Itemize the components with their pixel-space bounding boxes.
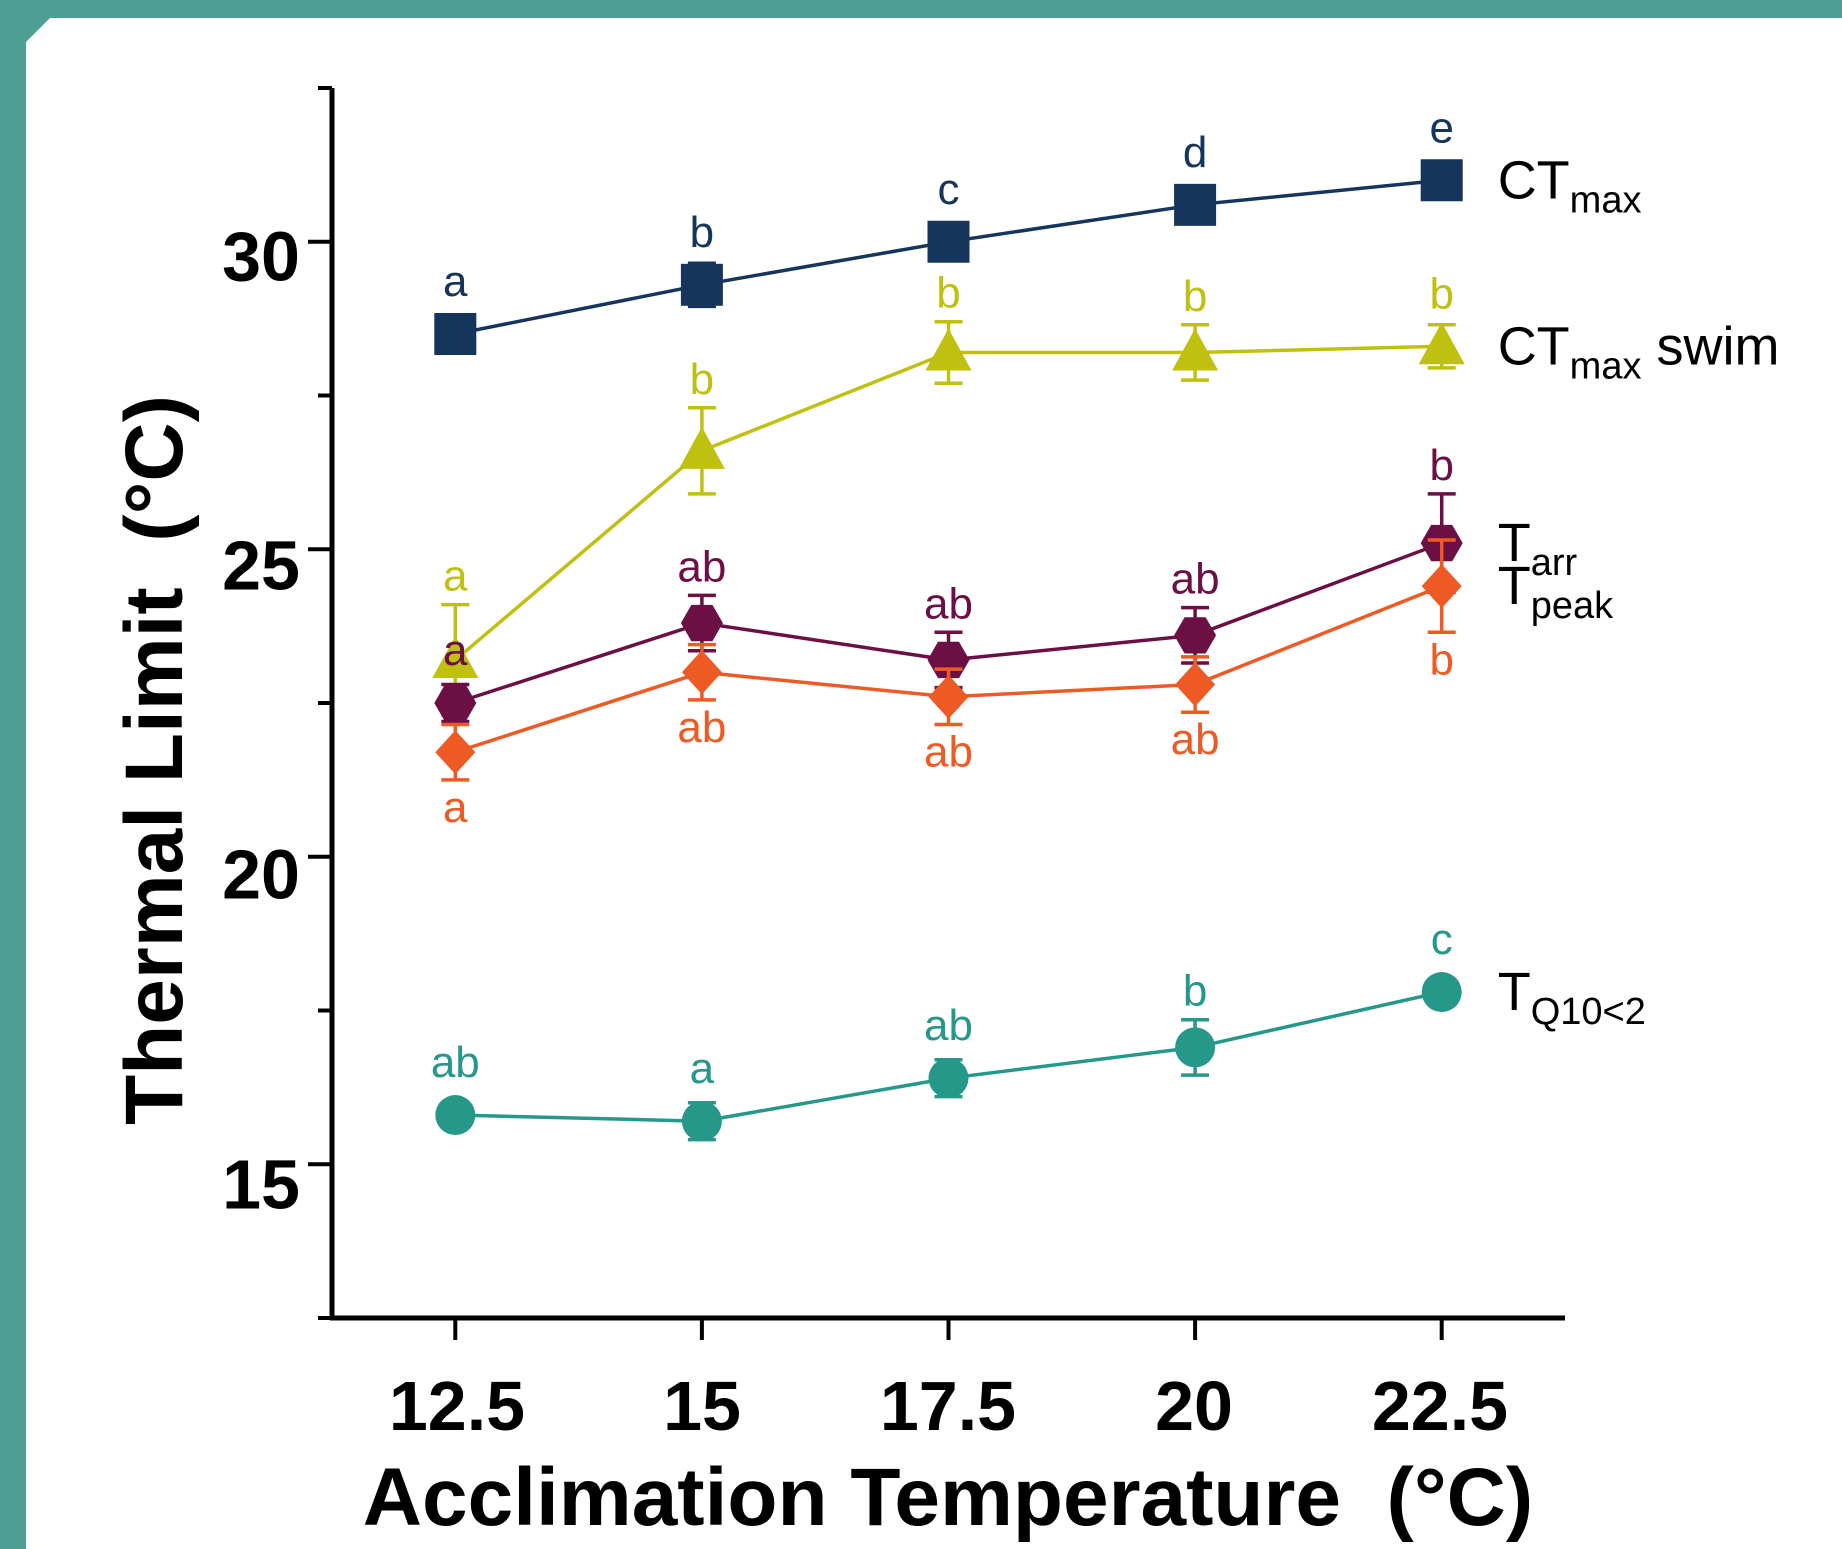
data-point-ctmax — [1420, 159, 1463, 202]
significance-letter: b — [1429, 441, 1453, 490]
data-point-tq10 — [928, 1058, 969, 1099]
data-point-tq10 — [1175, 1027, 1216, 1068]
data-point-ctmax — [927, 220, 970, 263]
significance-letter: b — [1183, 272, 1207, 321]
y-tick-label-15: 15 — [222, 1145, 300, 1223]
data-point-ctmax_swim — [1172, 328, 1219, 371]
series-label-tq10: TQ10<2 — [1498, 962, 1646, 1033]
x-tick-label-20: 20 — [1155, 1367, 1233, 1445]
x-axis-title: Acclimation Temperature (°C) — [363, 1452, 1533, 1543]
significance-letter: ab — [1171, 715, 1220, 764]
significance-letter: b — [1183, 967, 1207, 1016]
significance-letter: ab — [1171, 555, 1220, 604]
significance-letter: ab — [677, 703, 726, 752]
data-point-tarr — [1174, 617, 1217, 654]
y-axis-ticks — [308, 86, 332, 1320]
significance-letter: a — [443, 626, 468, 675]
significance-letter: e — [1429, 103, 1453, 152]
significance-letter: ab — [677, 542, 726, 591]
significance-letter: a — [443, 257, 468, 306]
significance-letter: ab — [924, 1001, 973, 1050]
y-axis-title: Thermal Limit (°C) — [109, 395, 200, 1125]
data-point-tpeak — [435, 730, 476, 775]
significance-letter: a — [690, 1044, 715, 1093]
series-label-tarr: Tarr — [1498, 513, 1578, 584]
series-tq10: ab a ab b c — [431, 915, 1462, 1142]
series-label-ctmax: CTmax — [1498, 150, 1642, 221]
data-point-tpeak — [1421, 564, 1462, 609]
data-point-tq10 — [681, 1101, 722, 1142]
x-tick-label-22.5: 22.5 — [1372, 1367, 1508, 1445]
y-tick-label-20: 20 — [222, 835, 300, 913]
significance-letter: b — [690, 355, 714, 404]
x-tick-label-17.5: 17.5 — [880, 1367, 1016, 1445]
significance-letter: b — [1429, 635, 1453, 684]
x-tick-label-12.5: 12.5 — [389, 1367, 525, 1445]
significance-letter: a — [443, 783, 468, 832]
data-point-ctmax — [1174, 183, 1217, 226]
data-point-ctmax_swim — [678, 426, 725, 469]
data-point-tq10 — [1421, 972, 1462, 1013]
x-axis-ticks — [453, 1318, 1444, 1340]
significance-letter: c — [1431, 915, 1453, 964]
significance-letter: a — [443, 552, 468, 601]
y-tick-label-25: 25 — [222, 526, 300, 604]
series-label-tpeak: Tpeak — [1498, 556, 1614, 627]
significance-letter: ab — [924, 579, 973, 628]
data-point-tpeak — [928, 674, 969, 719]
significance-letter: c — [938, 165, 960, 214]
significance-letter: b — [690, 208, 714, 257]
data-point-ctmax_swim — [925, 328, 972, 371]
series-label-ctmax_swim: CTmax swim — [1498, 316, 1780, 387]
data-point-tarr — [434, 684, 477, 722]
data-point-tarr — [680, 604, 723, 642]
data-point-ctmax_swim — [1418, 322, 1465, 365]
data-point-tpeak — [681, 650, 722, 695]
data-point-ctmax_swim — [432, 635, 479, 678]
significance-letter: d — [1183, 128, 1207, 177]
significance-letter: ab — [924, 728, 973, 777]
data-point-ctmax — [434, 313, 477, 355]
x-tick-label-15: 15 — [663, 1367, 741, 1445]
data-point-tq10 — [435, 1095, 476, 1136]
y-tick-label-30: 30 — [222, 217, 300, 295]
significance-letter: b — [1429, 269, 1453, 318]
data-point-tpeak — [1175, 662, 1216, 707]
data-point-ctmax — [680, 263, 723, 306]
series-ctmax_swim: abb b b — [432, 269, 1465, 718]
series-ctmax: a b c d e — [434, 103, 1463, 355]
series-tpeak: a ab ab ab b — [435, 538, 1462, 832]
significance-letter: ab — [431, 1038, 480, 1087]
significance-letter: b — [936, 269, 960, 318]
